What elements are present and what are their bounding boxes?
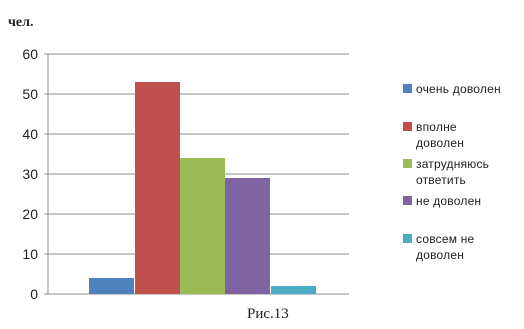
- bar-4: [225, 178, 270, 294]
- y-tick-label-40: 40: [22, 126, 38, 142]
- legend-label-not-satisfied: не доволен: [416, 194, 482, 208]
- y-tick-label-10: 10: [22, 246, 38, 262]
- y-tick-label-0: 0: [30, 286, 38, 302]
- legend-swatch-very-satisfied: [403, 84, 412, 93]
- legend-label-completely-not-satisfied: совсем не доволен: [416, 232, 475, 262]
- bar-3: [180, 158, 225, 294]
- legend-item-hard-to-say: затрудняюсь ответить: [403, 156, 516, 188]
- chart-legend: очень доволен вполне доволен затрудняюсь…: [403, 0, 524, 329]
- legend-item-quite-satisfied: вполне доволен: [403, 119, 486, 151]
- legend-swatch-hard-to-say: [403, 159, 412, 168]
- legend-item-completely-not-satisfied: совсем не доволен: [403, 231, 500, 263]
- legend-swatch-completely-not-satisfied: [403, 234, 412, 243]
- bar-2: [135, 82, 180, 294]
- legend-swatch-quite-satisfied: [403, 122, 412, 131]
- legend-label-hard-to-say: затрудняюсь ответить: [416, 157, 490, 187]
- legend-item-very-satisfied: очень доволен: [403, 81, 501, 97]
- y-tick-label-60: 60: [22, 46, 38, 62]
- legend-label-quite-satisfied: вполне доволен: [416, 120, 465, 150]
- y-axis-unit-label: чел.: [8, 15, 34, 30]
- legend-swatch-not-satisfied: [403, 196, 412, 205]
- figure-caption: Рис.13: [247, 306, 289, 322]
- legend-item-not-satisfied: не доволен: [403, 193, 481, 209]
- y-tick-label-50: 50: [22, 86, 38, 102]
- y-tick-label-20: 20: [22, 206, 38, 222]
- legend-label-very-satisfied: очень доволен: [416, 82, 501, 96]
- bar-5: [271, 286, 316, 294]
- bar-1: [89, 278, 134, 294]
- y-tick-label-30: 30: [22, 166, 38, 182]
